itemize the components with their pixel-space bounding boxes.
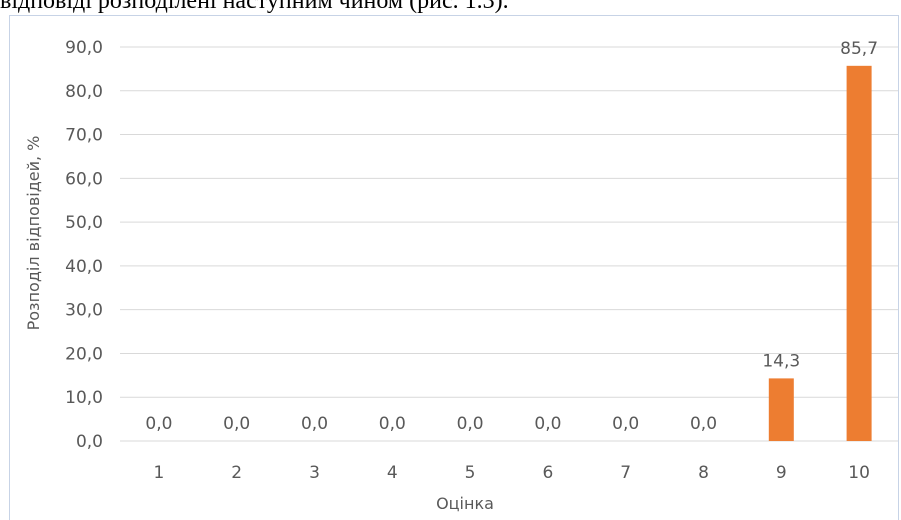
y-tick-label: 0,0 xyxy=(76,432,103,452)
data-label: 0,0 xyxy=(223,414,250,434)
x-tick-label: 6 xyxy=(542,463,553,483)
data-label: 0,0 xyxy=(145,414,172,434)
y-tick-label: 50,0 xyxy=(65,213,103,233)
bars xyxy=(768,65,872,441)
x-tick-label: 9 xyxy=(776,463,787,483)
gridlines xyxy=(120,46,898,442)
x-tick-label: 4 xyxy=(387,463,398,483)
y-axis-label: Розподіл відповідей, % xyxy=(24,136,43,331)
y-tick-label: 20,0 xyxy=(65,344,103,364)
data-label: 85,7 xyxy=(840,39,878,59)
x-tick-labels: 1 2 3 4 5 6 7 8 9 10 xyxy=(153,463,869,483)
y-tick-label: 90,0 xyxy=(65,38,103,58)
data-label: 0,0 xyxy=(457,414,484,434)
y-tick-labels: 0,0 10,0 20,0 30,0 40,0 50,0 60,0 70,0 80,0 90,0 xyxy=(65,38,103,452)
x-tick-label: 10 xyxy=(848,463,870,483)
chart-frame xyxy=(9,15,899,520)
x-tick-label: 5 xyxy=(465,463,476,483)
data-label: 0,0 xyxy=(534,414,561,434)
x-tick-label: 2 xyxy=(231,463,242,483)
bar-9 xyxy=(768,378,794,441)
y-tick-label: 40,0 xyxy=(65,257,103,277)
y-tick-label: 70,0 xyxy=(65,126,103,146)
data-label: 0,0 xyxy=(301,414,328,434)
x-tick-label: 3 xyxy=(309,463,320,483)
bar-10 xyxy=(846,65,872,441)
data-label: 0,0 xyxy=(612,414,639,434)
data-labels: 0,0 0,0 0,0 0,0 0,0 0,0 0,0 0,0 14,3 85,7 xyxy=(145,39,878,434)
document-text-line: відповіді розподілені наступним чином (р… xyxy=(0,0,509,14)
x-axis-label: Оцінка xyxy=(436,494,494,513)
data-label: 0,0 xyxy=(379,414,406,434)
data-label: 14,3 xyxy=(762,351,800,371)
x-tick-label: 7 xyxy=(620,463,631,483)
y-tick-label: 10,0 xyxy=(65,388,103,408)
y-tick-label: 60,0 xyxy=(65,169,103,189)
y-tick-label: 30,0 xyxy=(65,301,103,321)
x-tick-label: 8 xyxy=(698,463,709,483)
x-tick-label: 1 xyxy=(153,463,164,483)
y-tick-label: 80,0 xyxy=(65,82,103,102)
data-label: 0,0 xyxy=(690,414,717,434)
